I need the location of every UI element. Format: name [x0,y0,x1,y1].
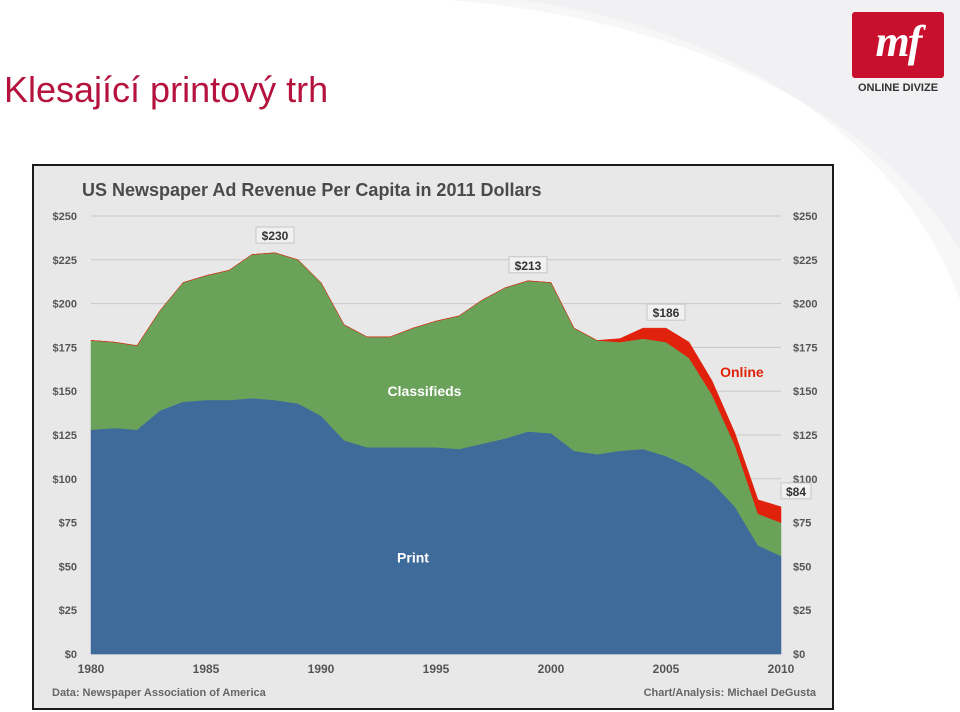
logo-mark: mf [875,17,923,66]
peak-label-box [646,303,686,321]
y-tick-label-left: $225 [53,255,77,267]
series-label-classifieds: Classifieds [388,383,462,399]
revenue-area-chart: US Newspaper Ad Revenue Per Capita in 20… [52,180,817,699]
peak-label: $84 [786,485,806,499]
y-tick-label-right: $50 [793,561,811,573]
x-tick-label: 1985 [193,662,220,676]
logo-caption: ONLINE DIVIZE [857,82,939,94]
y-tick-label-right: $75 [793,518,811,530]
series-label-online: Online [720,364,764,380]
peak-label-box [255,226,295,244]
x-tick-label: 1980 [78,662,105,676]
y-tick-label-left: $175 [53,342,77,354]
y-tick-label-left: $200 [53,299,77,311]
x-tick-label: 1995 [423,662,450,676]
series-label-print: Print [397,550,429,566]
y-tick-label-left: $250 [53,211,77,223]
source-note: Data: Newspaper Association of America [52,687,267,699]
peak-label-box [780,482,812,500]
y-tick-label-right: $150 [793,386,817,398]
y-tick-label-left: $50 [59,561,77,573]
series-area-online [90,252,782,523]
y-tick-label-right: $0 [793,649,805,661]
logo-badge: mf [852,12,944,78]
y-tick-label-left: $0 [65,649,77,661]
x-tick-label: 2005 [653,662,680,676]
peak-label: $186 [653,306,680,320]
y-tick-label-right: $25 [793,605,811,617]
peak-label-box [508,256,548,274]
x-tick-label: 2010 [768,662,795,676]
chart-frame: US Newspaper Ad Revenue Per Capita in 20… [32,164,834,710]
y-tick-label-right: $200 [793,299,817,311]
y-tick-label-right: $125 [793,430,817,442]
peak-label: $213 [515,259,542,273]
x-tick-label: 1990 [308,662,335,676]
x-tick-label: 2000 [538,662,565,676]
y-tick-label-left: $25 [59,605,77,617]
company-logo: mf ONLINE DIVIZE [852,12,944,96]
y-tick-label-left: $75 [59,518,77,530]
y-tick-label-right: $225 [793,255,817,267]
chart-title: US Newspaper Ad Revenue Per Capita in 20… [82,180,542,200]
slide-title: Klesající printový trh [4,69,329,110]
credit-note: Chart/Analysis: Michael DeGusta [644,687,817,699]
peak-label: $230 [262,229,289,243]
y-tick-label-left: $150 [53,386,77,398]
y-tick-label-left: $100 [53,474,77,486]
y-tick-label-right: $175 [793,342,817,354]
y-tick-label-right: $250 [793,211,817,223]
y-tick-label-left: $125 [53,430,77,442]
